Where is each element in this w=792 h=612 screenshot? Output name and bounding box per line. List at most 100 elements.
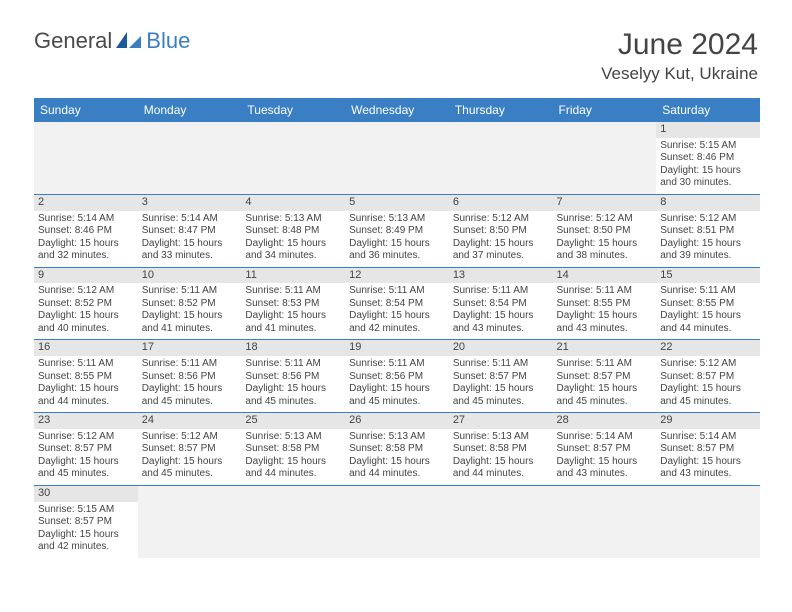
cell-line-daylight1: Daylight: 15 hours [660, 165, 756, 178]
cell-line-sunrise: Sunrise: 5:11 AM [349, 285, 445, 298]
cell-line-sunset: Sunset: 8:49 PM [349, 225, 445, 238]
month-title: June 2024 [601, 28, 758, 62]
calendar-cell-empty [241, 485, 345, 557]
weekday-header: Monday [138, 98, 242, 122]
calendar-cell: 7Sunrise: 5:12 AMSunset: 8:50 PMDaylight… [553, 194, 657, 267]
cell-line-daylight1: Daylight: 15 hours [660, 310, 756, 323]
cell-line-sunset: Sunset: 8:57 PM [38, 516, 134, 529]
cell-line-daylight1: Daylight: 15 hours [38, 383, 134, 396]
calendar-row: 16Sunrise: 5:11 AMSunset: 8:55 PMDayligh… [34, 340, 760, 413]
calendar-cell: 21Sunrise: 5:11 AMSunset: 8:57 PMDayligh… [553, 340, 657, 413]
day-number: 3 [138, 195, 242, 211]
calendar-cell: 28Sunrise: 5:14 AMSunset: 8:57 PMDayligh… [553, 413, 657, 486]
cell-line-sunset: Sunset: 8:52 PM [38, 298, 134, 311]
day-number: 10 [138, 268, 242, 284]
weekday-header: Tuesday [241, 98, 345, 122]
cell-line-sunrise: Sunrise: 5:12 AM [557, 213, 653, 226]
calendar-cell: 22Sunrise: 5:12 AMSunset: 8:57 PMDayligh… [656, 340, 760, 413]
cell-line-daylight2: and 33 minutes. [142, 250, 238, 263]
cell-line-daylight2: and 45 minutes. [245, 396, 341, 409]
cell-line-daylight1: Daylight: 15 hours [557, 238, 653, 251]
cell-line-daylight1: Daylight: 15 hours [142, 238, 238, 251]
calendar-cell: 15Sunrise: 5:11 AMSunset: 8:55 PMDayligh… [656, 267, 760, 340]
cell-line-sunrise: Sunrise: 5:13 AM [453, 431, 549, 444]
cell-line-sunrise: Sunrise: 5:11 AM [660, 285, 756, 298]
cell-line-sunrise: Sunrise: 5:14 AM [660, 431, 756, 444]
calendar-row: 23Sunrise: 5:12 AMSunset: 8:57 PMDayligh… [34, 413, 760, 486]
weekday-header: Sunday [34, 98, 138, 122]
cell-line-sunset: Sunset: 8:57 PM [557, 371, 653, 384]
cell-line-daylight2: and 37 minutes. [453, 250, 549, 263]
day-number: 22 [656, 340, 760, 356]
cell-line-sunrise: Sunrise: 5:14 AM [142, 213, 238, 226]
cell-line-daylight1: Daylight: 15 hours [142, 456, 238, 469]
day-number: 18 [241, 340, 345, 356]
cell-line-sunset: Sunset: 8:51 PM [660, 225, 756, 238]
cell-line-sunrise: Sunrise: 5:11 AM [142, 285, 238, 298]
logo-text-blue: Blue [146, 28, 190, 54]
cell-line-sunset: Sunset: 8:57 PM [142, 443, 238, 456]
cell-line-sunrise: Sunrise: 5:11 AM [349, 358, 445, 371]
cell-line-daylight2: and 44 minutes. [453, 468, 549, 481]
cell-line-sunrise: Sunrise: 5:13 AM [245, 431, 341, 444]
weekday-header: Friday [553, 98, 657, 122]
day-number: 20 [449, 340, 553, 356]
cell-line-sunrise: Sunrise: 5:11 AM [142, 358, 238, 371]
day-number: 1 [656, 122, 760, 138]
day-number: 30 [34, 486, 138, 502]
cell-line-sunrise: Sunrise: 5:11 AM [557, 285, 653, 298]
cell-line-sunset: Sunset: 8:57 PM [557, 443, 653, 456]
cell-line-daylight1: Daylight: 15 hours [245, 310, 341, 323]
day-number: 7 [553, 195, 657, 211]
day-number: 2 [34, 195, 138, 211]
logo: General Blue [34, 28, 190, 54]
calendar-cell: 13Sunrise: 5:11 AMSunset: 8:54 PMDayligh… [449, 267, 553, 340]
cell-line-sunrise: Sunrise: 5:11 AM [245, 358, 341, 371]
day-number: 5 [345, 195, 449, 211]
calendar-cell: 20Sunrise: 5:11 AMSunset: 8:57 PMDayligh… [449, 340, 553, 413]
day-number: 15 [656, 268, 760, 284]
cell-line-sunrise: Sunrise: 5:11 AM [453, 285, 549, 298]
cell-line-sunset: Sunset: 8:57 PM [660, 443, 756, 456]
day-number: 23 [34, 413, 138, 429]
cell-line-daylight2: and 36 minutes. [349, 250, 445, 263]
cell-line-daylight1: Daylight: 15 hours [245, 238, 341, 251]
calendar-cell-empty [138, 122, 242, 194]
cell-line-sunrise: Sunrise: 5:12 AM [142, 431, 238, 444]
title-block: June 2024 Veselyy Kut, Ukraine [601, 28, 758, 84]
cell-line-sunrise: Sunrise: 5:12 AM [660, 213, 756, 226]
location: Veselyy Kut, Ukraine [601, 64, 758, 84]
day-number: 12 [345, 268, 449, 284]
calendar-row: 1Sunrise: 5:15 AMSunset: 8:46 PMDaylight… [34, 122, 760, 194]
cell-line-daylight2: and 45 minutes. [453, 396, 549, 409]
cell-line-daylight1: Daylight: 15 hours [142, 310, 238, 323]
cell-line-sunset: Sunset: 8:57 PM [453, 371, 549, 384]
day-number: 16 [34, 340, 138, 356]
cell-line-daylight1: Daylight: 15 hours [453, 456, 549, 469]
cell-line-sunrise: Sunrise: 5:11 AM [245, 285, 341, 298]
calendar-cell: 12Sunrise: 5:11 AMSunset: 8:54 PMDayligh… [345, 267, 449, 340]
calendar-cell-empty [241, 122, 345, 194]
calendar-table: SundayMondayTuesdayWednesdayThursdayFrid… [34, 98, 760, 558]
header: General Blue June 2024 Veselyy Kut, Ukra… [0, 0, 792, 94]
cell-line-daylight2: and 32 minutes. [38, 250, 134, 263]
cell-line-daylight1: Daylight: 15 hours [245, 383, 341, 396]
calendar-cell: 14Sunrise: 5:11 AMSunset: 8:55 PMDayligh… [553, 267, 657, 340]
calendar-cell: 27Sunrise: 5:13 AMSunset: 8:58 PMDayligh… [449, 413, 553, 486]
day-number: 17 [138, 340, 242, 356]
day-number: 29 [656, 413, 760, 429]
calendar-cell: 3Sunrise: 5:14 AMSunset: 8:47 PMDaylight… [138, 194, 242, 267]
cell-line-sunrise: Sunrise: 5:12 AM [660, 358, 756, 371]
calendar-row: 30Sunrise: 5:15 AMSunset: 8:57 PMDayligh… [34, 485, 760, 557]
calendar-cell-empty [345, 122, 449, 194]
cell-line-sunrise: Sunrise: 5:15 AM [660, 140, 756, 153]
calendar-cell: 29Sunrise: 5:14 AMSunset: 8:57 PMDayligh… [656, 413, 760, 486]
cell-line-sunset: Sunset: 8:58 PM [245, 443, 341, 456]
cell-line-daylight1: Daylight: 15 hours [349, 238, 445, 251]
cell-line-sunset: Sunset: 8:58 PM [349, 443, 445, 456]
cell-line-sunset: Sunset: 8:53 PM [245, 298, 341, 311]
cell-line-sunrise: Sunrise: 5:14 AM [557, 431, 653, 444]
calendar-cell: 30Sunrise: 5:15 AMSunset: 8:57 PMDayligh… [34, 485, 138, 557]
cell-line-sunrise: Sunrise: 5:13 AM [349, 431, 445, 444]
calendar-cell: 5Sunrise: 5:13 AMSunset: 8:49 PMDaylight… [345, 194, 449, 267]
